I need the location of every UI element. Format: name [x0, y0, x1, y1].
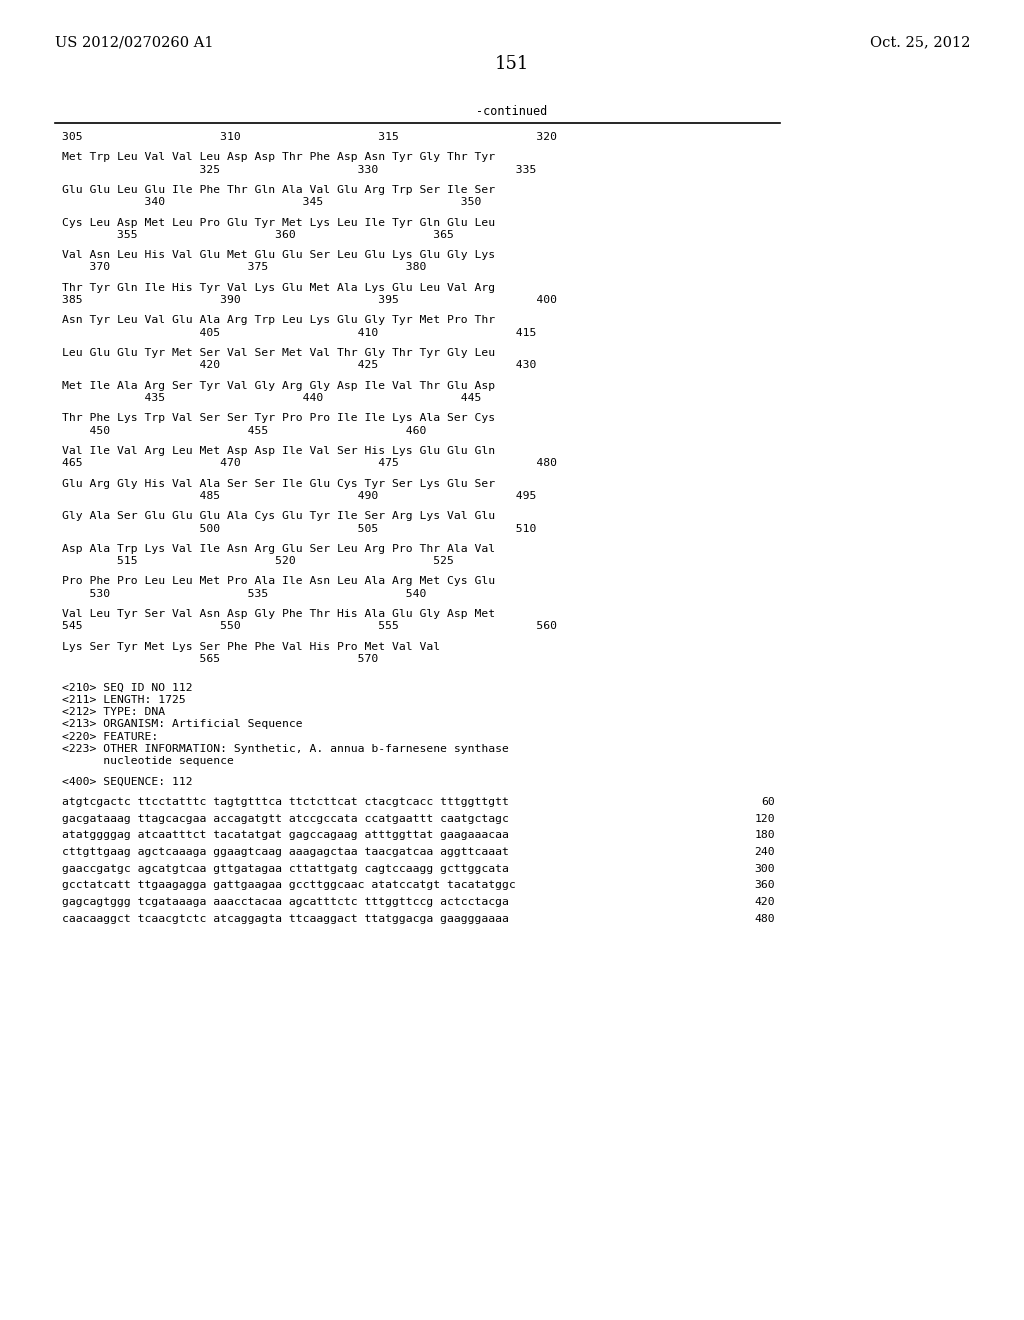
- Text: Leu Glu Glu Tyr Met Ser Val Ser Met Val Thr Gly Thr Tyr Gly Leu: Leu Glu Glu Tyr Met Ser Val Ser Met Val …: [62, 348, 496, 358]
- Text: gagcagtggg tcgataaaga aaacctacaa agcatttctc tttggttccg actcctacga: gagcagtggg tcgataaaga aaacctacaa agcattt…: [62, 896, 509, 907]
- Text: 405                    410                    415: 405 410 415: [62, 327, 537, 338]
- Text: US 2012/0270260 A1: US 2012/0270260 A1: [55, 36, 213, 49]
- Text: Gly Ala Ser Glu Glu Glu Ala Cys Glu Tyr Ile Ser Arg Lys Val Glu: Gly Ala Ser Glu Glu Glu Ala Cys Glu Tyr …: [62, 511, 496, 521]
- Text: Pro Phe Pro Leu Leu Met Pro Ala Ile Asn Leu Ala Arg Met Cys Glu: Pro Phe Pro Leu Leu Met Pro Ala Ile Asn …: [62, 577, 496, 586]
- Text: Asn Tyr Leu Val Glu Ala Arg Trp Leu Lys Glu Gly Tyr Met Pro Thr: Asn Tyr Leu Val Glu Ala Arg Trp Leu Lys …: [62, 315, 496, 326]
- Text: <211> LENGTH: 1725: <211> LENGTH: 1725: [62, 694, 185, 705]
- Text: gaaccgatgc agcatgtcaa gttgatagaa cttattgatg cagtccaagg gcttggcata: gaaccgatgc agcatgtcaa gttgatagaa cttattg…: [62, 863, 509, 874]
- Text: 60: 60: [761, 797, 775, 807]
- Text: 465                    470                    475                    480: 465 470 475 480: [62, 458, 557, 469]
- Text: atatggggag atcaatttct tacatatgat gagccagaag atttggttat gaagaaacaa: atatggggag atcaatttct tacatatgat gagccag…: [62, 830, 509, 840]
- Text: Cys Leu Asp Met Leu Pro Glu Tyr Met Lys Leu Ile Tyr Gln Glu Leu: Cys Leu Asp Met Leu Pro Glu Tyr Met Lys …: [62, 218, 496, 227]
- Text: 370                    375                    380: 370 375 380: [62, 263, 426, 272]
- Text: 420: 420: [755, 896, 775, 907]
- Text: 515                    520                    525: 515 520 525: [62, 556, 454, 566]
- Text: 545                    550                    555                    560: 545 550 555 560: [62, 622, 557, 631]
- Text: -continued: -continued: [476, 106, 548, 117]
- Text: 360: 360: [755, 880, 775, 890]
- Text: Asp Ala Trp Lys Val Ile Asn Arg Glu Ser Leu Arg Pro Thr Ala Val: Asp Ala Trp Lys Val Ile Asn Arg Glu Ser …: [62, 544, 496, 554]
- Text: 300: 300: [755, 863, 775, 874]
- Text: <223> OTHER INFORMATION: Synthetic, A. annua b-farnesene synthase: <223> OTHER INFORMATION: Synthetic, A. a…: [62, 744, 509, 754]
- Text: Oct. 25, 2012: Oct. 25, 2012: [869, 36, 970, 49]
- Text: 385                    390                    395                    400: 385 390 395 400: [62, 296, 557, 305]
- Text: 120: 120: [755, 813, 775, 824]
- Text: <400> SEQUENCE: 112: <400> SEQUENCE: 112: [62, 776, 193, 787]
- Text: 530                    535                    540: 530 535 540: [62, 589, 426, 599]
- Text: caacaaggct tcaacgtctc atcaggagta ttcaaggact ttatggacga gaagggaaaa: caacaaggct tcaacgtctc atcaggagta ttcaagg…: [62, 913, 509, 924]
- Text: 435                    440                    445: 435 440 445: [62, 393, 481, 403]
- Text: Glu Glu Leu Glu Ile Phe Thr Gln Ala Val Glu Arg Trp Ser Ile Ser: Glu Glu Leu Glu Ile Phe Thr Gln Ala Val …: [62, 185, 496, 195]
- Text: atgtcgactc ttcctatttc tagtgtttca ttctcttcat ctacgtcacc tttggttgtt: atgtcgactc ttcctatttc tagtgtttca ttctctt…: [62, 797, 509, 807]
- Text: Val Leu Tyr Ser Val Asn Asp Gly Phe Thr His Ala Glu Gly Asp Met: Val Leu Tyr Ser Val Asn Asp Gly Phe Thr …: [62, 609, 496, 619]
- Text: 485                    490                    495: 485 490 495: [62, 491, 537, 500]
- Text: Lys Ser Tyr Met Lys Ser Phe Phe Val His Pro Met Val Val: Lys Ser Tyr Met Lys Ser Phe Phe Val His …: [62, 642, 440, 652]
- Text: 305                    310                    315                    320: 305 310 315 320: [62, 132, 557, 143]
- Text: 480: 480: [755, 913, 775, 924]
- Text: 180: 180: [755, 830, 775, 840]
- Text: 420                    425                    430: 420 425 430: [62, 360, 537, 371]
- Text: 325                    330                    335: 325 330 335: [62, 165, 537, 174]
- Text: 240: 240: [755, 847, 775, 857]
- Text: 450                    455                    460: 450 455 460: [62, 425, 426, 436]
- Text: 340                    345                    350: 340 345 350: [62, 197, 481, 207]
- Text: <212> TYPE: DNA: <212> TYPE: DNA: [62, 708, 165, 717]
- Text: <220> FEATURE:: <220> FEATURE:: [62, 731, 159, 742]
- Text: Val Asn Leu His Val Glu Met Glu Glu Ser Leu Glu Lys Glu Gly Lys: Val Asn Leu His Val Glu Met Glu Glu Ser …: [62, 251, 496, 260]
- Text: Met Trp Leu Val Val Leu Asp Asp Thr Phe Asp Asn Tyr Gly Thr Tyr: Met Trp Leu Val Val Leu Asp Asp Thr Phe …: [62, 152, 496, 162]
- Text: cttgttgaag agctcaaaga ggaagtcaag aaagagctaa taacgatcaa aggttcaaat: cttgttgaag agctcaaaga ggaagtcaag aaagagc…: [62, 847, 509, 857]
- Text: <213> ORGANISM: Artificial Sequence: <213> ORGANISM: Artificial Sequence: [62, 719, 303, 729]
- Text: gacgataaag ttagcacgaa accagatgtt atccgccata ccatgaattt caatgctagc: gacgataaag ttagcacgaa accagatgtt atccgcc…: [62, 813, 509, 824]
- Text: 355                    360                    365: 355 360 365: [62, 230, 454, 240]
- Text: nucleotide sequence: nucleotide sequence: [62, 756, 233, 766]
- Text: Thr Phe Lys Trp Val Ser Ser Tyr Pro Pro Ile Ile Lys Ala Ser Cys: Thr Phe Lys Trp Val Ser Ser Tyr Pro Pro …: [62, 413, 496, 424]
- Text: 565                    570: 565 570: [62, 653, 378, 664]
- Text: 500                    505                    510: 500 505 510: [62, 524, 537, 533]
- Text: gcctatcatt ttgaagagga gattgaagaa gccttggcaac atatccatgt tacatatggc: gcctatcatt ttgaagagga gattgaagaa gccttgg…: [62, 880, 516, 890]
- Text: Glu Arg Gly His Val Ala Ser Ser Ile Glu Cys Tyr Ser Lys Glu Ser: Glu Arg Gly His Val Ala Ser Ser Ile Glu …: [62, 479, 496, 488]
- Text: <210> SEQ ID NO 112: <210> SEQ ID NO 112: [62, 682, 193, 692]
- Text: Met Ile Ala Arg Ser Tyr Val Gly Arg Gly Asp Ile Val Thr Glu Asp: Met Ile Ala Arg Ser Tyr Val Gly Arg Gly …: [62, 380, 496, 391]
- Text: Thr Tyr Gln Ile His Tyr Val Lys Glu Met Ala Lys Glu Leu Val Arg: Thr Tyr Gln Ile His Tyr Val Lys Glu Met …: [62, 282, 496, 293]
- Text: 151: 151: [495, 55, 529, 73]
- Text: Val Ile Val Arg Leu Met Asp Asp Ile Val Ser His Lys Glu Glu Gln: Val Ile Val Arg Leu Met Asp Asp Ile Val …: [62, 446, 496, 455]
